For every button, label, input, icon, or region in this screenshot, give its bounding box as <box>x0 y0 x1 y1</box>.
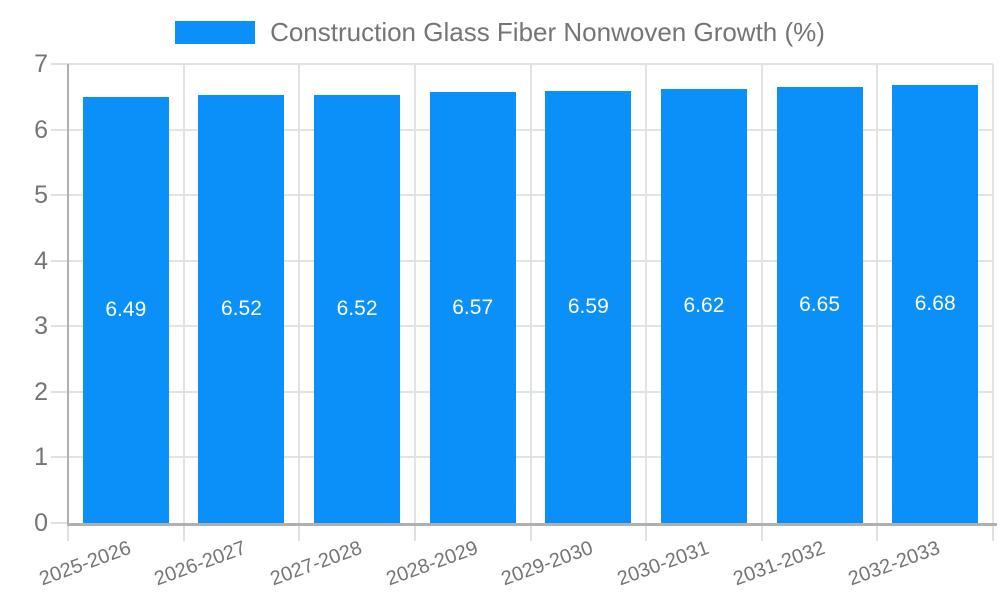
gridline-vertical <box>182 64 185 523</box>
legend-swatch <box>175 20 256 44</box>
gridline-vertical <box>413 64 416 523</box>
gridline-vertical <box>876 64 879 523</box>
bar-2028-2029[interactable] <box>429 92 516 523</box>
y-axis-tick <box>51 259 68 262</box>
bar-value-label: 6.65 <box>799 292 840 316</box>
y-axis-line <box>67 64 69 525</box>
y-axis-tick <box>51 194 68 197</box>
y-axis-tick-label: 4 <box>34 246 48 275</box>
bar-value-label: 6.57 <box>452 295 494 319</box>
y-axis-tick-label: 0 <box>34 509 48 537</box>
gridline-vertical <box>298 64 301 523</box>
y-axis-tick <box>51 522 68 524</box>
bar-value-label: 6.52 <box>221 297 262 321</box>
x-axis-tick <box>182 525 185 541</box>
x-axis-tick <box>298 525 301 541</box>
x-axis-tick <box>992 525 994 541</box>
y-axis-tick-label: 7 <box>34 50 48 78</box>
bar-2031-2032[interactable] <box>776 86 863 523</box>
bar-2030-2031[interactable] <box>660 88 747 523</box>
y-axis-tick-label: 2 <box>34 377 48 406</box>
bar-value-label: 6.49 <box>105 298 147 322</box>
legend-label: Construction Glass Fiber Nonwoven Growth… <box>270 17 825 47</box>
bar-value-label: 6.59 <box>567 294 609 318</box>
x-axis-line <box>67 523 997 526</box>
y-axis-tick <box>51 390 68 393</box>
x-axis-tick <box>760 525 763 541</box>
x-axis-tick <box>645 525 648 541</box>
x-axis-tick <box>67 525 69 541</box>
bar-2027-2028[interactable] <box>314 95 401 523</box>
bar-value-label: 6.52 <box>336 297 378 321</box>
gridline-vertical <box>992 64 994 523</box>
bar-2026-2027[interactable] <box>198 95 285 523</box>
chart-legend[interactable]: Construction Glass Fiber Nonwoven Growth… <box>0 14 1000 50</box>
gridline-vertical <box>645 64 648 523</box>
bar-value-label: 6.62 <box>683 293 725 317</box>
y-axis-tick <box>51 325 68 328</box>
bar-2029-2030[interactable] <box>545 90 632 523</box>
bar-2032-2033[interactable] <box>892 84 979 523</box>
y-axis-tick <box>51 128 68 131</box>
y-axis-tick <box>51 456 68 459</box>
x-axis-tick <box>876 525 879 541</box>
x-axis-tick <box>529 525 532 541</box>
gridline-vertical <box>529 64 532 523</box>
gridline-vertical <box>760 64 763 523</box>
y-axis-tick-label: 5 <box>34 181 48 210</box>
bar-value-label: 6.68 <box>914 291 956 315</box>
x-axis-tick <box>413 525 416 541</box>
y-axis-tick-label: 6 <box>34 115 48 144</box>
y-axis-tick-label: 3 <box>34 312 48 341</box>
bar-2025-2026[interactable] <box>82 97 169 523</box>
y-axis-tick <box>51 63 68 65</box>
y-axis-tick-label: 1 <box>34 443 48 472</box>
